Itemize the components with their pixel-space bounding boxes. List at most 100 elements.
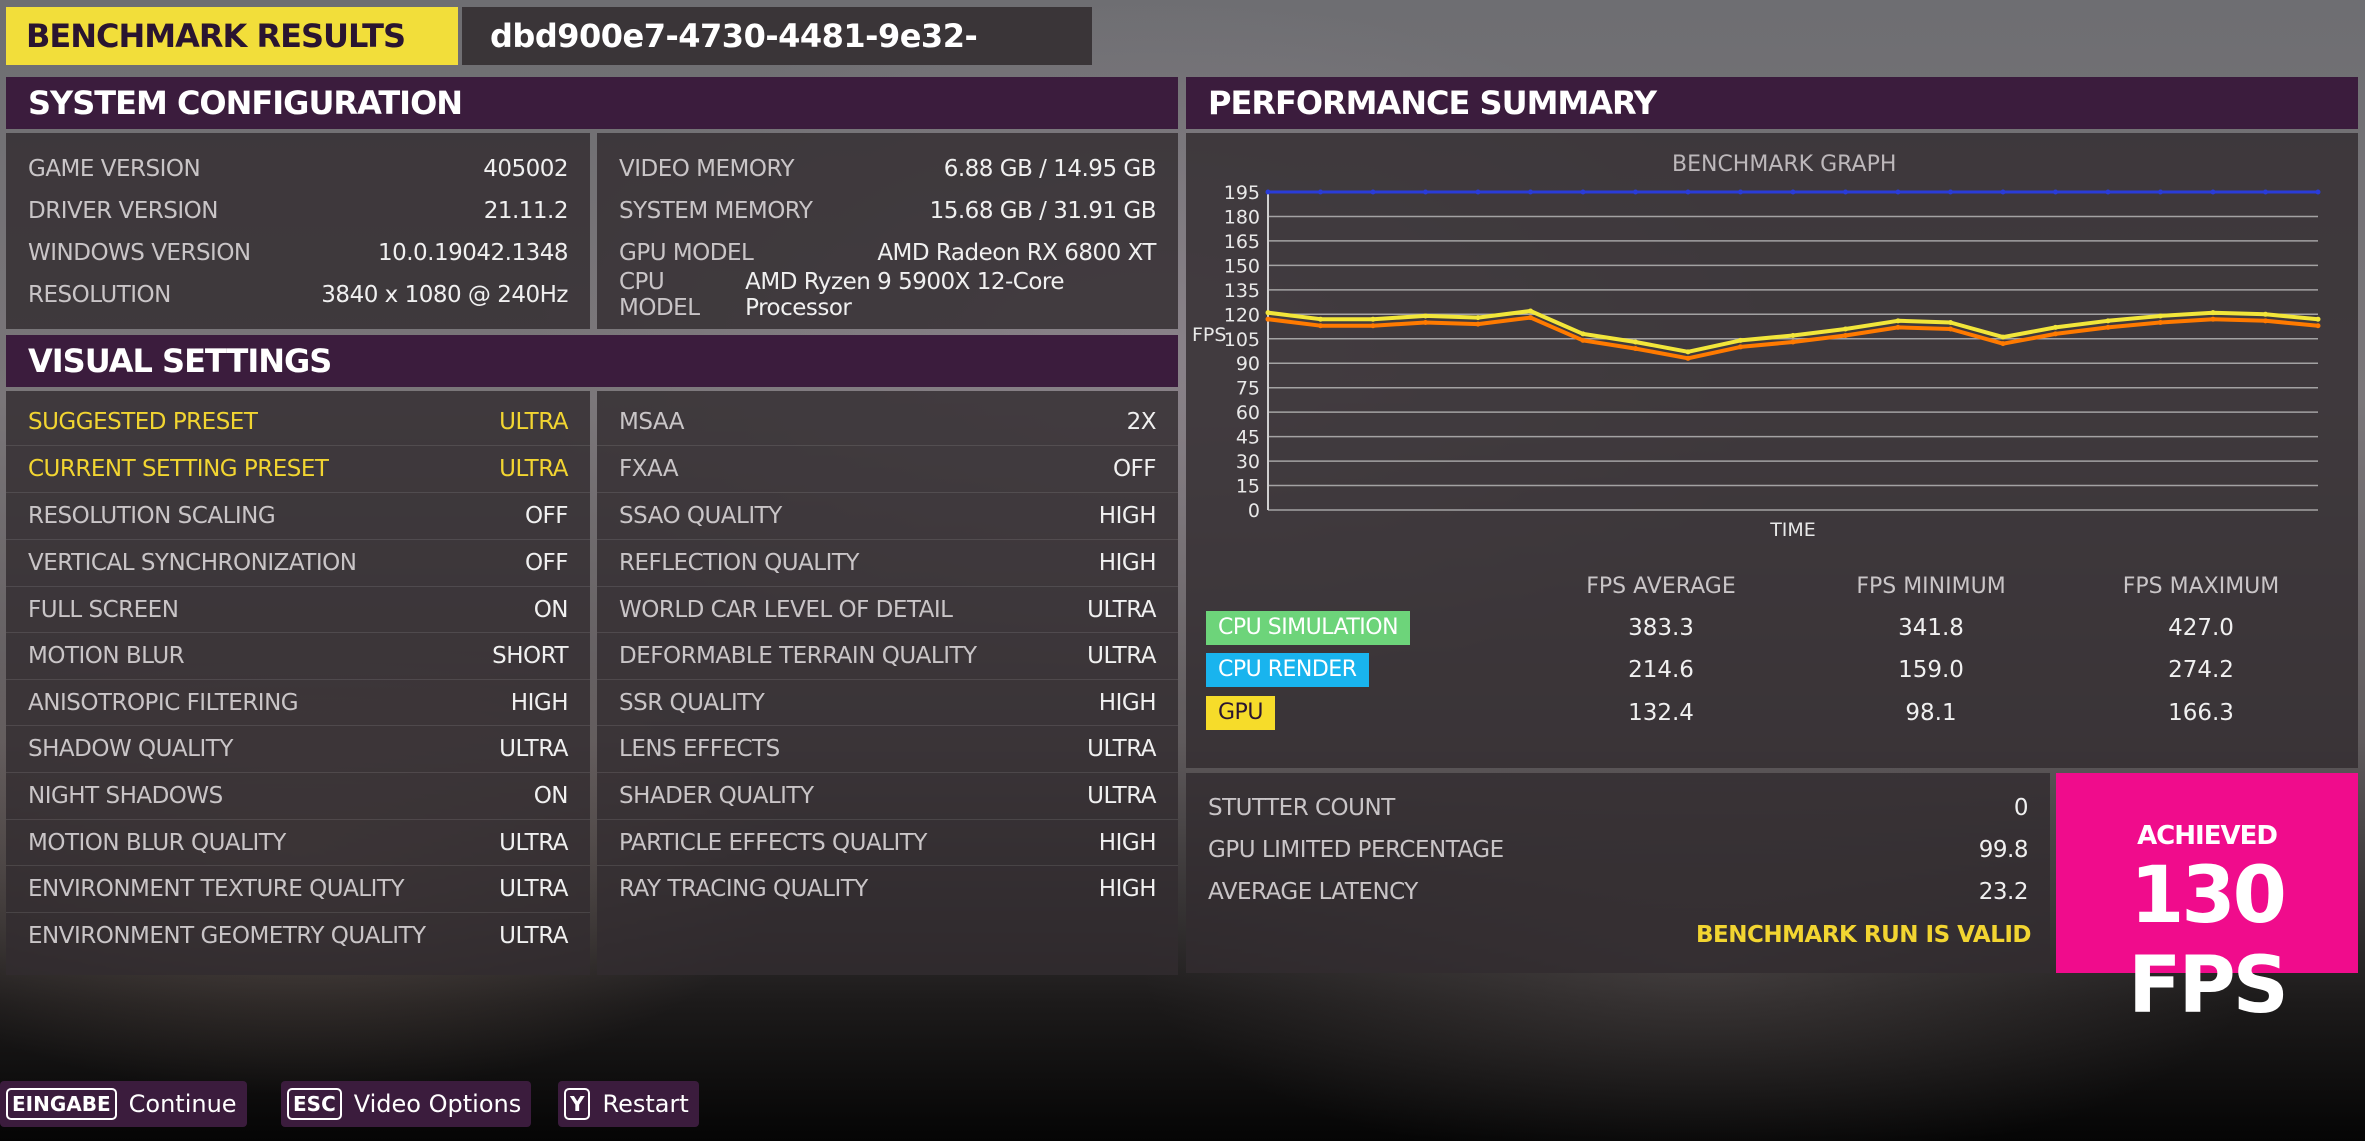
y-tick-label: 165 [1224, 231, 1260, 253]
gpu-avg: 132.4 [1628, 700, 1694, 726]
config-row: GPU MODEL AMD Radeon RX 6800 XT [597, 237, 1178, 269]
y-tick-label: 45 [1236, 427, 1260, 449]
esc-key-icon: ESC [287, 1088, 342, 1120]
data-point [1843, 333, 1848, 339]
continue-button[interactable]: EINGABE Continue [0, 1081, 247, 1127]
setting-value: ULTRA [1087, 783, 1156, 809]
data-point [1423, 319, 1428, 325]
system-config-left-panel: GAME VERSION 405002 DRIVER VERSION 21.11.2… [6, 133, 590, 329]
data-point [2315, 316, 2321, 322]
setting-value: HIGH [1098, 829, 1157, 856]
data-point [2158, 313, 2163, 319]
setting-value: ULTRA [499, 923, 568, 949]
setting-value: ULTRA [499, 409, 568, 435]
data-point [2315, 323, 2321, 329]
data-point [1370, 189, 1376, 195]
config-label: VIDEO MEMORY [619, 156, 795, 182]
setting-value: ON [533, 783, 569, 809]
setting-row: ANISOTROPIC FILTERING HIGH [6, 679, 590, 725]
config-label: GPU MODEL [619, 240, 754, 266]
setting-value: 2X [1126, 409, 1157, 435]
gpu-limited-label: GPU LIMITED PERCENTAGE [1208, 837, 1504, 863]
setting-label: LENS EFFECTS [619, 736, 780, 762]
data-point [2263, 311, 2268, 317]
data-point [2053, 324, 2058, 330]
config-value: 10.0.19042.1348 [377, 240, 569, 266]
config-value: AMD Ryzen 9 5900X 12-Core Processor [745, 269, 1064, 321]
config-row: VIDEO MEMORY 6.88 GB / 14.95 GB [597, 153, 1178, 185]
data-point [1895, 324, 1901, 330]
setting-row: CURRENT SETTING PRESET ULTRA [6, 445, 590, 492]
setting-label: MOTION BLUR [28, 643, 185, 669]
data-point [1265, 316, 1271, 322]
run-stats-panel: STUTTER COUNT 0 GPU LIMITED PERCENTAGE 99.… [1186, 773, 2050, 973]
setting-label: CURRENT SETTING PRESET [28, 456, 329, 482]
fps-average-header: FPS AVERAGE [1586, 574, 1736, 599]
data-point [1475, 315, 1481, 321]
data-point [2000, 189, 2006, 195]
data-point [1790, 339, 1796, 345]
setting-value: HIGH [1098, 503, 1157, 529]
cpu-simulation-max: 427.0 [2168, 615, 2234, 641]
data-point [1370, 323, 1376, 329]
data-point [1790, 189, 1796, 195]
y-tick-label: 150 [1224, 255, 1260, 277]
setting-value: HIGH [1098, 876, 1157, 902]
config-row: CPU MODEL AMD Ryzen 9 5900X 12-Core Proce… [597, 269, 1178, 321]
achieved-label: ACHIEVED [2137, 821, 2278, 851]
cpu-simulation-avg: 383.3 [1628, 615, 1694, 641]
data-point [2053, 189, 2058, 195]
data-point [2210, 189, 2216, 195]
y-key-icon: Y [564, 1088, 591, 1120]
setting-label: FXAA [619, 456, 679, 482]
y-tick-label: 120 [1224, 304, 1260, 326]
setting-row: SSAO QUALITY HIGH [597, 492, 1178, 539]
cpu-render-max: 274.2 [2168, 657, 2234, 683]
config-label: WINDOWS VERSION [28, 240, 251, 266]
setting-row: DEFORMABLE TERRAIN QUALITY ULTRA [597, 632, 1178, 679]
data-point [1843, 189, 1848, 195]
data-point [1580, 331, 1586, 337]
data-point [1423, 313, 1428, 319]
config-row: GAME VERSION 405002 [6, 153, 590, 185]
data-point [2053, 331, 2058, 337]
setting-row: SSR QUALITY HIGH [597, 679, 1178, 725]
data-point [1685, 189, 1691, 195]
y-tick-label: 90 [1236, 353, 1260, 375]
cpu-render-min: 159.0 [1898, 657, 1964, 683]
setting-row: MOTION BLUR SHORT [6, 632, 590, 679]
data-point [1318, 316, 1323, 322]
setting-row: WORLD CAR LEVEL OF DETAIL ULTRA [597, 586, 1178, 632]
restart-button[interactable]: Y Restart [558, 1081, 699, 1127]
setting-label: SHADER QUALITY [619, 783, 814, 809]
y-tick-label: 0 [1248, 500, 1260, 522]
setting-label: WORLD CAR LEVEL OF DETAIL [619, 596, 953, 623]
data-point [1370, 316, 1376, 322]
setting-value: OFF [524, 503, 569, 529]
setting-value: ULTRA [499, 876, 568, 902]
setting-value: ULTRA [1087, 643, 1156, 669]
data-point [1528, 189, 1533, 195]
data-point [1633, 189, 1638, 195]
config-label: RESOLUTION [28, 282, 171, 308]
data-point [1318, 189, 1323, 195]
setting-value: OFF [1112, 456, 1157, 482]
setting-label: NIGHT SHADOWS [28, 783, 223, 809]
gpu-max: 166.3 [2168, 700, 2234, 726]
setting-label: PARTICLE EFFECTS QUALITY [619, 829, 927, 856]
setting-label: ENVIRONMENT GEOMETRY QUALITY [28, 923, 426, 949]
y-tick-label: 195 [1224, 182, 1260, 204]
y-tick-label: 15 [1236, 476, 1260, 498]
video-options-button[interactable]: ESC Video Options [281, 1081, 532, 1127]
latency-value: 23.2 [1978, 879, 2029, 905]
setting-label: MSAA [619, 409, 684, 435]
data-point [2000, 334, 2006, 340]
config-value: 6.88 GB / 14.95 GB [943, 156, 1157, 182]
setting-value: ULTRA [499, 829, 568, 856]
data-point [2158, 189, 2163, 195]
data-point [1738, 337, 1743, 343]
achieved-value: 130 FPS [2128, 851, 2289, 1031]
setting-value: ULTRA [499, 736, 568, 762]
setting-value: HIGH [510, 689, 569, 716]
config-label: DRIVER VERSION [28, 198, 218, 224]
